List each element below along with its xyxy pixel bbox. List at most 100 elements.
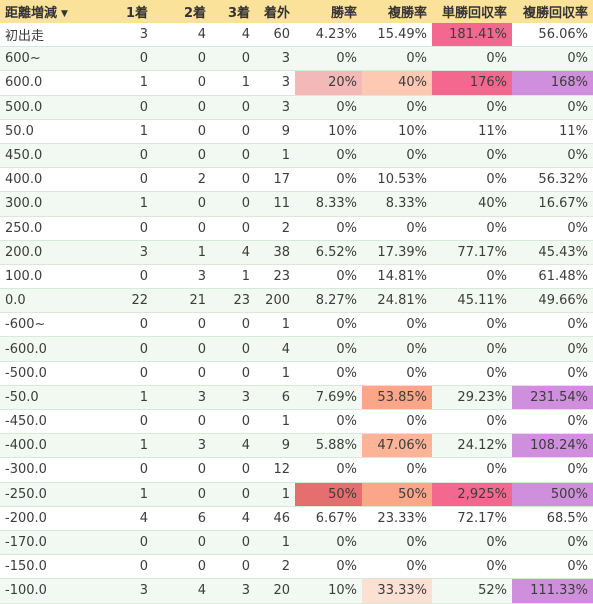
table-row: 500.0 0 0 0 3 0% 0% 0% 0% [0, 95, 593, 120]
place-return-cell: 49.66% [512, 288, 593, 314]
unplaced-cell: 11 [255, 191, 295, 217]
place-rate-cell: 0% [362, 46, 432, 72]
distance-change-cell: 200.0 [0, 240, 88, 265]
first-place-cell: 3 [88, 578, 153, 604]
third-place-cell: 0 [211, 457, 255, 483]
place-rate-cell: 0% [362, 143, 432, 169]
place-return-cell: 0% [512, 361, 593, 386]
place-rate-cell: 15.49% [362, 23, 432, 48]
place-rate-cell: 50% [362, 482, 432, 507]
table-row: -170.0 0 0 0 1 0% 0% 0% 0% [0, 530, 593, 556]
win-return-cell: 0% [432, 361, 512, 386]
table-row: -500.0 0 0 0 1 0% 0% 0% 0% [0, 361, 593, 386]
column-header-win-return[interactable]: 単勝回収率 [432, 0, 512, 23]
second-place-cell: 4 [153, 23, 211, 48]
distance-change-cell: -400.0 [0, 433, 88, 459]
first-place-cell: 1 [88, 70, 153, 96]
third-place-cell: 0 [211, 46, 255, 72]
table-row: 250.0 0 0 0 2 0% 0% 0% 0% [0, 216, 593, 241]
distance-change-cell: -600.0 [0, 336, 88, 362]
caret-down-icon[interactable]: ▼ [61, 9, 68, 19]
first-place-cell: 1 [88, 482, 153, 507]
win-rate-cell: 0% [295, 312, 362, 338]
unplaced-cell: 1 [255, 361, 295, 386]
place-rate-cell: 0% [362, 312, 432, 338]
place-return-cell: 16.67% [512, 191, 593, 217]
win-return-cell: 0% [432, 143, 512, 169]
table-row: 100.0 0 3 1 23 0% 14.81% 0% 61.48% [0, 264, 593, 290]
place-return-cell: 0% [512, 554, 593, 580]
win-return-cell: 2,925% [432, 482, 512, 507]
place-return-cell: 56.06% [512, 23, 593, 48]
place-rate-cell: 33.33% [362, 578, 432, 604]
unplaced-cell: 3 [255, 95, 295, 120]
second-place-cell: 3 [153, 264, 211, 290]
win-rate-cell: 0% [295, 409, 362, 435]
distance-change-cell: 0.0 [0, 288, 88, 314]
second-place-cell: 0 [153, 143, 211, 169]
unplaced-cell: 1 [255, 482, 295, 507]
win-return-cell: 181.41% [432, 23, 512, 48]
table-row: -300.0 0 0 0 12 0% 0% 0% 0% [0, 457, 593, 483]
place-return-cell: 0% [512, 46, 593, 72]
unplaced-cell: 1 [255, 312, 295, 338]
table-header-row: 距離増減 ▼ 1着 2着 3着 着外 勝率 複勝率 単勝回収率 複勝回収率 [0, 0, 593, 23]
second-place-cell: 0 [153, 95, 211, 120]
win-rate-cell: 0% [295, 95, 362, 120]
win-rate-cell: 0% [295, 216, 362, 241]
distance-change-cell: 600.0 [0, 70, 88, 96]
win-return-cell: 0% [432, 336, 512, 362]
win-rate-cell: 0% [295, 46, 362, 72]
second-place-cell: 21 [153, 288, 211, 314]
win-rate-cell: 8.33% [295, 191, 362, 217]
first-place-cell: 0 [88, 95, 153, 120]
unplaced-cell: 3 [255, 46, 295, 72]
distance-change-cell: 50.0 [0, 119, 88, 144]
first-place-cell: 0 [88, 457, 153, 483]
first-place-cell: 1 [88, 433, 153, 459]
column-header-1st[interactable]: 1着 [88, 0, 153, 23]
win-rate-cell: 0% [295, 143, 362, 169]
place-rate-cell: 10% [362, 119, 432, 144]
win-return-cell: 0% [432, 95, 512, 120]
column-header-2nd[interactable]: 2着 [153, 0, 211, 23]
place-rate-cell: 17.39% [362, 240, 432, 265]
column-header-unplaced[interactable]: 着外 [255, 0, 295, 23]
win-rate-cell: 0% [295, 530, 362, 556]
second-place-cell: 1 [153, 240, 211, 265]
unplaced-cell: 2 [255, 554, 295, 580]
column-header-label: 距離増減 [5, 6, 58, 21]
column-header-distance-change[interactable]: 距離増減 ▼ [0, 0, 88, 23]
first-place-cell: 0 [88, 143, 153, 169]
win-rate-cell: 6.52% [295, 240, 362, 265]
column-header-place-rate[interactable]: 複勝率 [362, 0, 432, 23]
third-place-cell: 0 [211, 361, 255, 386]
second-place-cell: 0 [153, 361, 211, 386]
place-rate-cell: 53.85% [362, 385, 432, 411]
first-place-cell: 1 [88, 191, 153, 217]
place-rate-cell: 40% [362, 70, 432, 96]
unplaced-cell: 9 [255, 433, 295, 459]
first-place-cell: 0 [88, 312, 153, 338]
column-header-place-return[interactable]: 複勝回収率 [512, 0, 593, 23]
first-place-cell: 0 [88, 167, 153, 193]
place-return-cell: 45.43% [512, 240, 593, 265]
distance-change-cell: 400.0 [0, 167, 88, 193]
unplaced-cell: 23 [255, 264, 295, 290]
place-rate-cell: 23.33% [362, 506, 432, 531]
second-place-cell: 0 [153, 70, 211, 96]
unplaced-cell: 4 [255, 336, 295, 362]
distance-change-cell: -150.0 [0, 554, 88, 580]
first-place-cell: 0 [88, 336, 153, 362]
place-return-cell: 0% [512, 457, 593, 483]
third-place-cell: 0 [211, 95, 255, 120]
column-header-win-rate[interactable]: 勝率 [295, 0, 362, 23]
unplaced-cell: 1 [255, 530, 295, 556]
column-header-3rd[interactable]: 3着 [211, 0, 255, 23]
third-place-cell: 0 [211, 216, 255, 241]
place-rate-cell: 8.33% [362, 191, 432, 217]
win-rate-cell: 0% [295, 554, 362, 580]
third-place-cell: 0 [211, 191, 255, 217]
win-rate-cell: 0% [295, 457, 362, 483]
